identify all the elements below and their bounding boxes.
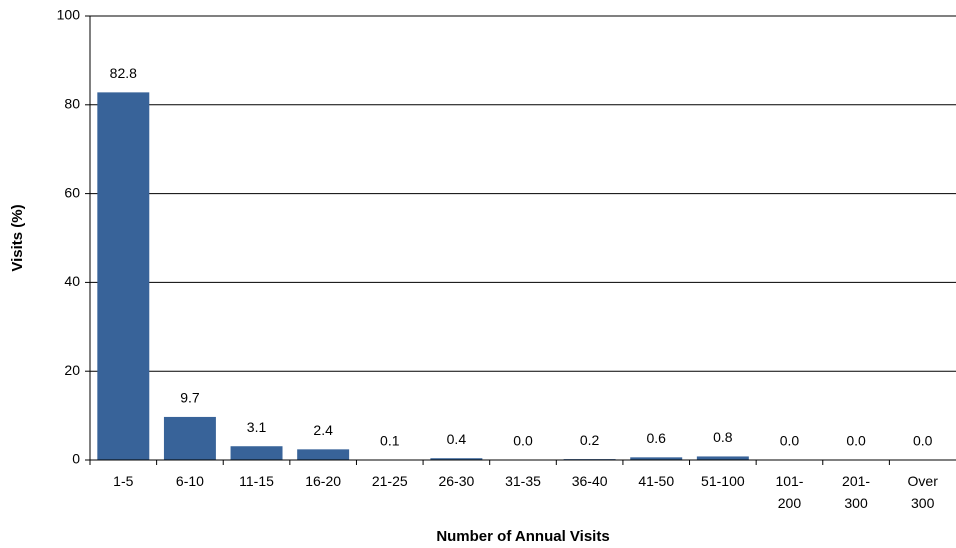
x-tick-label: 26-30 <box>438 473 475 489</box>
value-label: 2.4 <box>313 422 333 438</box>
bar <box>230 446 283 460</box>
bar <box>430 458 483 460</box>
bar <box>97 92 150 461</box>
x-tick-label: 11-15 <box>239 473 274 489</box>
value-label: 0.6 <box>646 430 666 446</box>
bar <box>696 456 749 460</box>
bar <box>297 449 350 460</box>
x-tick-label: 1-5 <box>113 473 134 489</box>
x-axis-title: Number of Annual Visits <box>436 528 609 545</box>
value-label: 0.0 <box>513 433 533 449</box>
value-label: 0.2 <box>580 432 600 448</box>
value-label: 0.8 <box>713 429 733 445</box>
y-tick-label: 80 <box>64 96 80 112</box>
value-label: 3.1 <box>247 419 267 435</box>
x-tick-label: 31-35 <box>505 473 541 489</box>
x-tick-label: Over 300 <box>907 473 938 511</box>
x-tick-label: 51-100 <box>701 473 745 489</box>
bar <box>163 416 216 460</box>
value-label: 0.0 <box>846 433 866 449</box>
y-tick-label: 40 <box>64 273 80 289</box>
y-tick-label: 20 <box>64 362 80 378</box>
y-tick-label: 100 <box>57 7 81 23</box>
value-label: 0.1 <box>380 432 400 448</box>
value-label: 82.8 <box>110 65 137 81</box>
x-tick-label: 36-40 <box>571 473 608 489</box>
x-tick-label: 21-25 <box>371 473 408 489</box>
x-tick-label: 16-20 <box>305 473 342 489</box>
value-label: 0.4 <box>447 431 467 447</box>
y-tick-label: 0 <box>72 451 80 467</box>
value-label: 9.7 <box>180 390 200 406</box>
bar <box>630 457 683 460</box>
value-label: 0.0 <box>913 433 933 449</box>
y-axis-title: Visits (%) <box>9 204 26 271</box>
x-tick-label: 6-10 <box>175 473 204 489</box>
x-tick-label: 101- 200 <box>775 473 804 511</box>
value-label: 0.0 <box>780 433 800 449</box>
x-tick-label: 41-50 <box>638 473 675 489</box>
y-tick-label: 60 <box>64 184 80 200</box>
x-tick-label: 201- 300 <box>842 473 871 511</box>
